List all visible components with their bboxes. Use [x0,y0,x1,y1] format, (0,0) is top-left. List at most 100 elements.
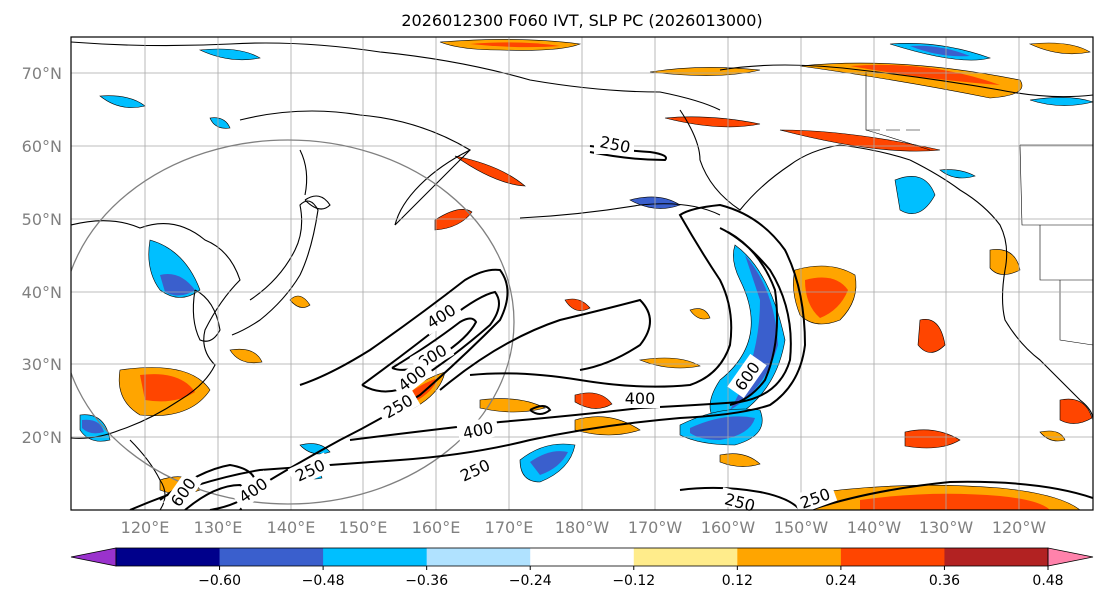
border-line [1059,280,1093,346]
colorbar-tick-label: −0.48 [302,573,345,589]
shade-patch [690,416,755,440]
coast-japan-hokkaido [304,195,331,210]
lon-label: 170°E [485,518,534,537]
colorbar-segment [530,548,635,566]
shade-patch [910,45,970,57]
latitude-labels: 70°N 60°N 50°N 40°N 30°N 20°N [22,64,62,447]
shade-patch [1039,430,1066,442]
colorbar-segment [116,548,221,566]
colorbar: −0.60 −0.48 −0.36 −0.24 −0.12 0.12 0.24 0.36 0.4… [70,547,1094,589]
coast-arctic-canada [719,64,1093,98]
colorbar-tick-label: −0.24 [509,573,552,589]
contour-250-mid [439,298,651,391]
shade-patch [564,298,591,311]
colorbar-tick-label: 0.24 [825,573,856,589]
border-line [1039,225,1093,281]
lon-label: 160°W [701,518,756,537]
map-panel: 250 400 600 400 250 400 250 600 400 250 … [70,36,1094,516]
shade-patch [479,398,546,413]
lat-label: 50°N [22,210,62,229]
coast-sakhalin [299,149,308,196]
shade-patch [664,116,761,128]
contour-600-east [727,231,779,406]
lon-label: 150°W [774,518,829,537]
contour-250-south-east [809,480,1093,510]
colorbar-segment [944,548,1049,566]
colorbar-tick-label: 0.36 [929,573,960,589]
colorbar-segments [70,547,1094,567]
lon-label: 150°E [339,518,388,537]
graticule [71,37,1093,510]
colorbar-segment [426,548,531,566]
shade-patch [939,169,976,179]
longitude-labels: 120°E 130°E 140°E 150°E 160°E 170°E 180°… [121,518,1047,537]
lon-label: 120°E [121,518,170,537]
shade-patch [719,453,761,467]
shade-patch [82,419,104,434]
coast-okhotsk [239,110,472,226]
coast-alaska-south [909,159,1008,271]
shade-patch [160,274,195,296]
lat-label: 20°N [22,428,62,447]
shade-patch [299,443,331,455]
shade-patch [470,42,560,48]
colorbar-segment [323,548,428,566]
shade-patch [917,318,946,353]
contour-250-south [679,486,801,510]
coastlines [71,41,1093,510]
lon-label: 140°W [847,518,902,537]
lon-label: 130°W [919,518,974,537]
shade-patch [730,255,778,410]
contour-small-loop [529,405,552,415]
coast-north-america-west [1001,269,1093,421]
colorbar-tick-label: 0.12 [722,573,753,589]
colorbar-segment [219,548,324,566]
colorbar-segment [737,548,842,566]
shade-patch [229,348,263,364]
coast-philippines [129,439,166,510]
shade-patch [894,176,936,214]
lat-label: 30°N [22,355,62,374]
shade-patch [860,493,1050,510]
contour-250-west [269,268,509,481]
shade-patch [1059,398,1093,424]
shade-patch [434,209,473,231]
lat-label: 40°N [22,283,62,302]
lon-label: 180°W [555,518,610,537]
colorbar-tick-label: −0.36 [405,573,448,589]
contour-label: 400 [625,389,656,408]
colorbar-right-arrow [1047,547,1094,567]
colorbar-ticks: −0.60 −0.48 −0.36 −0.24 −0.12 0.12 0.24 0.36 0.4… [198,566,1064,589]
figure-title: 2026012300 F060 IVT, SLP PC (2026013000) [401,11,762,30]
shade-patch [530,451,568,475]
shade-patch [198,48,261,61]
gray-circle [71,139,515,505]
colorbar-left-arrow [70,547,117,567]
borders [865,72,1093,346]
lat-label: 70°N [22,64,62,83]
colorbar-tick-label: −0.60 [198,573,241,589]
lon-label: 140°E [267,518,316,537]
shade-patch [989,249,1021,275]
colorbar-tick-label: 0.48 [1032,573,1063,589]
shade-patch [1029,97,1093,106]
colorbar-tick-label: −0.12 [612,573,655,589]
border-line [1019,144,1093,226]
lon-label: 120°W [992,518,1047,537]
lon-label: 170°W [628,518,683,537]
shade-patch [805,277,848,318]
coast-korea [192,289,221,342]
lat-label: 60°N [22,137,62,156]
shade-patch [289,295,311,308]
shade-patch [689,308,711,320]
shade-patch [850,64,1000,85]
colorbar-segment [840,548,945,566]
colorbar-segment [633,548,738,566]
lon-label: 130°E [194,518,243,537]
coast-asia [71,220,241,439]
coast-japan [231,200,319,336]
coast-kamchatka [394,149,471,226]
shade-patch [649,67,761,76]
shade-patch [1028,42,1091,55]
